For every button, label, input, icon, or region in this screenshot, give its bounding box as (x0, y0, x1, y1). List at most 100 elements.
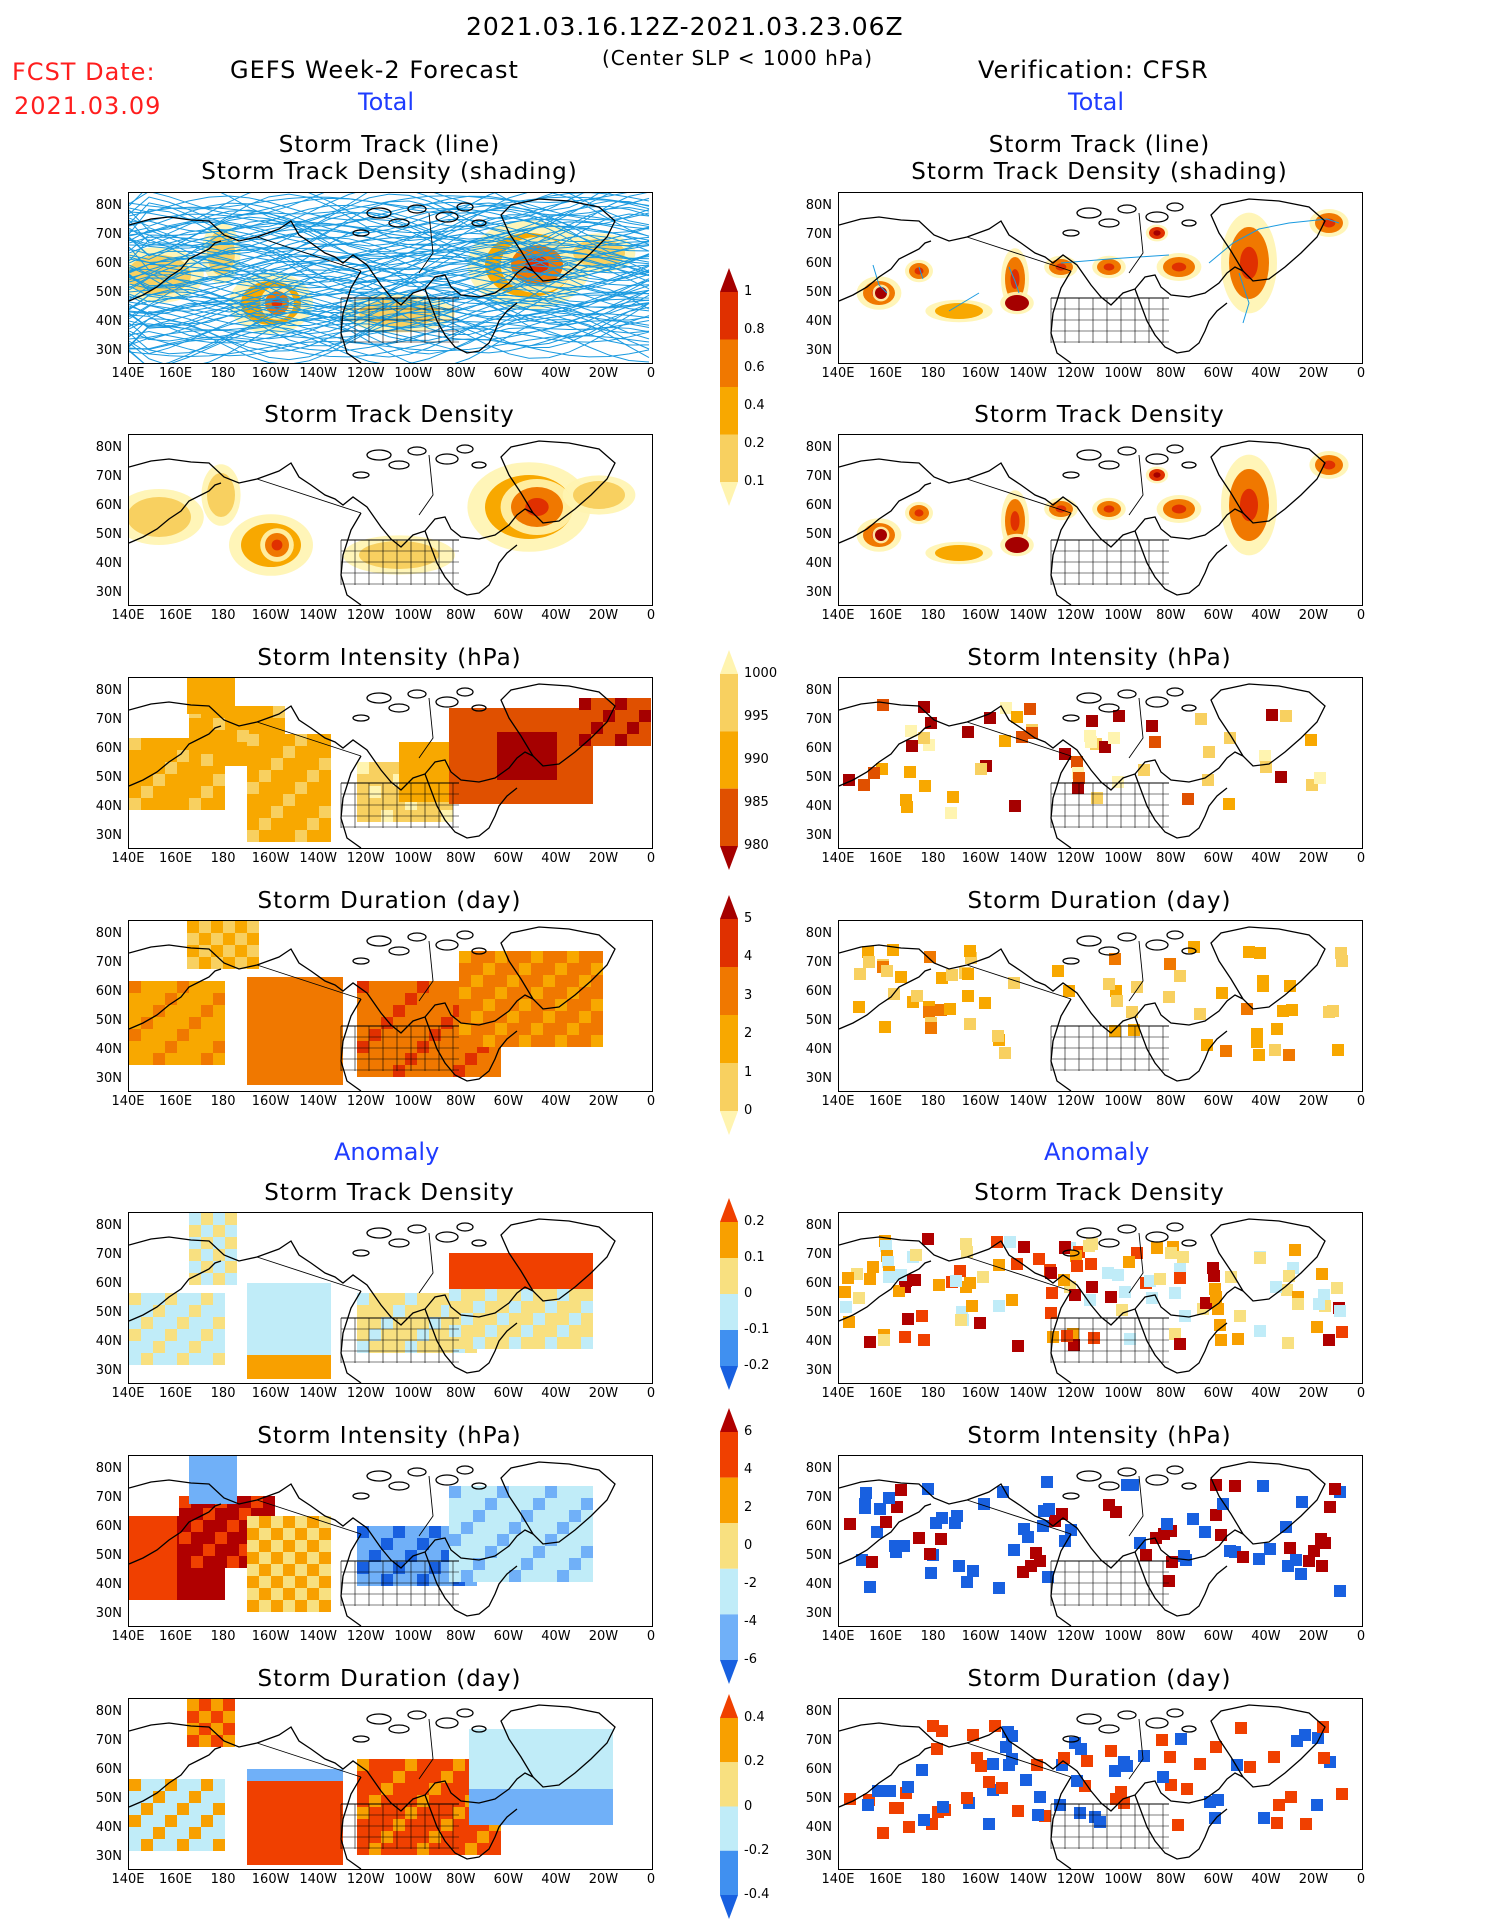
lon-tick-label: 60W (1203, 1872, 1234, 1887)
lat-tick-label: 50N (805, 1305, 832, 1320)
colorbar-swatch (720, 292, 738, 340)
lon-tick-label: 0 (646, 366, 656, 381)
colorbar-label: 0.6 (744, 360, 765, 375)
lon-tick-label: 80W (1156, 1872, 1186, 1887)
lat-tick-label: 80N (805, 198, 832, 213)
lat-tick-label: 60N (95, 1762, 122, 1777)
lon-tick-label: 60W (1203, 851, 1234, 866)
anomaly-density-verification-map (838, 1212, 1363, 1384)
lon-tick-label: 160E (869, 851, 903, 866)
total-track-verification-map-plot (839, 198, 1349, 363)
lat-tick-label: 30N (95, 1849, 122, 1864)
lat-tick-label: 60N (95, 1519, 122, 1534)
lon-tick-label: 60W (1203, 1386, 1234, 1401)
lat-tick-label: 40N (805, 1042, 832, 1057)
fcst-date-label: FCST Date: (12, 58, 156, 86)
lon-tick-label: 160E (869, 1629, 903, 1644)
lon-tick-label: 0 (1356, 1094, 1366, 1109)
lon-tick-label: 160W (961, 366, 1000, 381)
colorbar-label: 995 (744, 709, 769, 724)
lon-tick-label: 140W (1009, 1386, 1047, 1401)
colorbar-swatch (720, 1806, 738, 1851)
track-title-line1: Storm Track (line) (278, 132, 501, 158)
lat-tick-label: 50N (805, 770, 832, 785)
lon-tick-label: 160W (251, 1629, 290, 1644)
left-anomaly-label: Anomaly (334, 1138, 440, 1166)
lon-tick-label: 140E (111, 366, 145, 381)
colorbar-swatch (720, 1408, 738, 1432)
lon-tick-label: 20W (588, 1872, 619, 1887)
colorbar-label: -0.2 (744, 1842, 770, 1858)
total-duration-verification-map (838, 920, 1363, 1092)
total-density-verification-map-plot (839, 440, 1349, 605)
lon-tick-label: 160E (159, 851, 193, 866)
lon-tick-label: 120W (1056, 851, 1095, 866)
colorbar-swatch (720, 1895, 738, 1919)
lon-tick-label: 180 (210, 1094, 236, 1109)
lon-tick-label: 60W (493, 1629, 524, 1644)
anomaly-duration-verification-map-plot (839, 1704, 1348, 1869)
lon-tick-label: 140W (1009, 1629, 1047, 1644)
right-column-title: Verification: CFSR (978, 56, 1209, 84)
lon-tick-label: 40W (541, 851, 571, 866)
lon-tick-label: 140E (821, 1872, 855, 1887)
lat-tick-label: 80N (805, 1704, 832, 1719)
lon-tick-label: 0 (646, 1872, 656, 1887)
lon-tick-label: 180 (920, 608, 946, 623)
lon-tick-label: 100W (1104, 1094, 1143, 1109)
lat-tick-label: 70N (95, 955, 122, 970)
lon-tick-label: 140W (1009, 1094, 1047, 1109)
colorbar-swatch (720, 1015, 738, 1063)
lon-tick-label: 120W (1056, 608, 1095, 623)
lon-tick-label: 100W (394, 1872, 433, 1887)
colorbar-swatch (720, 1694, 738, 1718)
colorbar-label: 4 (744, 949, 753, 965)
lon-tick-label: 180 (920, 851, 946, 866)
lon-tick-label: 40W (1251, 1386, 1281, 1401)
lon-tick-label: 40W (541, 608, 571, 623)
lon-tick-label: 60W (493, 1386, 524, 1401)
lon-tick-label: 20W (1298, 1872, 1329, 1887)
lat-tick-label: 50N (95, 527, 122, 542)
colorbar-swatch (720, 1432, 738, 1478)
lat-tick-label: 40N (95, 1577, 122, 1592)
colorbar-label: -4 (744, 1614, 757, 1629)
colorbar-swatch (720, 1762, 738, 1807)
lon-tick-label: 140E (111, 1629, 145, 1644)
lon-tick-label: 160W (251, 851, 290, 866)
lon-tick-label: 140W (1009, 366, 1047, 381)
lon-tick-label: 80W (446, 1872, 476, 1887)
lat-tick-label: 30N (805, 1363, 832, 1378)
lon-tick-label: 160W (961, 1386, 1000, 1401)
lat-tick-label: 40N (95, 314, 122, 329)
lon-tick-label: 140W (1009, 1872, 1047, 1887)
lon-tick-label: 100W (394, 1094, 433, 1109)
colorbar-label: 5 (744, 911, 753, 926)
anomaly-density-verification-title: Storm Track Density (974, 1180, 1225, 1206)
lat-tick-label: 80N (95, 1704, 122, 1719)
lon-tick-label: 60W (1203, 366, 1234, 381)
lon-tick-label: 140E (821, 1386, 855, 1401)
lat-tick-label: 60N (805, 984, 832, 999)
total-track-verification-title: Storm Track (line) Storm Track Density (s… (838, 132, 1361, 186)
lon-tick-label: 160E (159, 1629, 193, 1644)
lat-tick-label: 40N (805, 1820, 832, 1835)
total-track-forecast-map (128, 192, 653, 364)
lon-tick-label: 120W (346, 366, 385, 381)
colorbar-label: 2 (744, 1500, 753, 1515)
total-density-forecast-title: Storm Track Density (264, 402, 515, 428)
anomaly-duration-forecast-title: Storm Duration (day) (257, 1666, 522, 1692)
anomaly-duration-forecast-map (128, 1698, 653, 1870)
lat-tick-label: 70N (805, 1733, 832, 1748)
lat-tick-label: 40N (95, 1820, 122, 1835)
lat-tick-label: 30N (95, 1071, 122, 1086)
lon-tick-label: 20W (588, 1386, 619, 1401)
colorbar-label: 6 (744, 1424, 753, 1439)
lon-tick-label: 120W (346, 1094, 385, 1109)
total-density-forecast-map (128, 434, 653, 606)
left-total-label: Total (358, 88, 415, 116)
lat-tick-label: 40N (805, 556, 832, 571)
lon-tick-label: 160E (159, 366, 193, 381)
colorbar-label: -2 (744, 1576, 757, 1591)
lon-tick-label: 0 (1356, 1872, 1366, 1887)
